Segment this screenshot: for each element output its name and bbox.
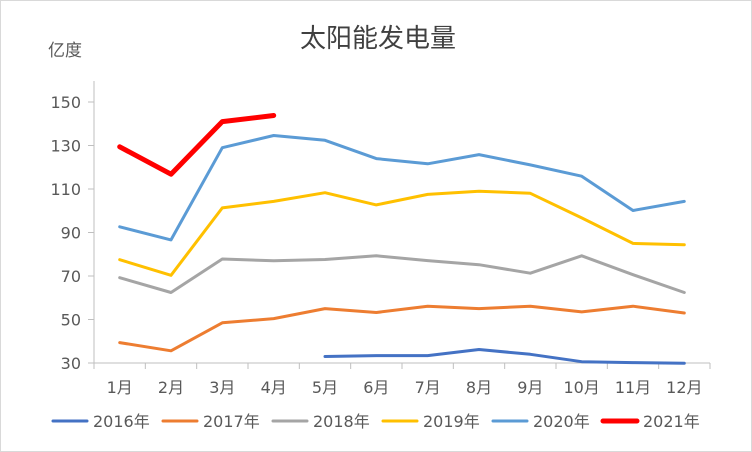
chart-title: 太阳能发电量	[300, 24, 456, 54]
x-tick-label: 1月	[107, 378, 133, 397]
legend-label: 2017年	[203, 412, 260, 431]
series-line-2016年	[323, 348, 686, 365]
legend-label: 2019年	[423, 412, 480, 431]
y-tick-label: 30	[61, 354, 81, 373]
series-line-2021年	[117, 113, 277, 177]
legend: 2016年 2017年 2018年 2019年 2020年 2021年	[51, 412, 700, 431]
y-axis-unit-label: 亿度	[48, 41, 82, 61]
x-tick-label: 12月	[666, 378, 702, 397]
x-tick-label: 10月	[563, 378, 599, 397]
x-tick-label: 8月	[466, 378, 492, 397]
series-line-2018年	[118, 254, 686, 294]
x-tick-label: 4月	[261, 378, 287, 397]
axes	[93, 81, 710, 364]
y-tick-label: 90	[61, 224, 81, 243]
series-lines	[117, 113, 686, 365]
y-tick-label: 50	[61, 311, 81, 330]
x-axis-ticks: 1月 2月 3月 4月 5月 6月 7月 8月 9月 10月 11月 12月	[93, 363, 711, 397]
y-tick-label: 70	[61, 267, 81, 286]
series-line-2019年	[118, 189, 686, 277]
x-tick-label: 3月	[209, 378, 235, 397]
x-tick-label: 2月	[158, 378, 184, 397]
legend-label: 2018年	[313, 412, 370, 431]
y-axis-ticks: 30 50 70 90 110 130 150	[50, 93, 94, 373]
legend-label: 2016年	[93, 412, 150, 431]
series-line-2017年	[118, 304, 686, 353]
x-tick-label: 11月	[615, 378, 651, 397]
y-tick-label: 150	[50, 93, 81, 112]
y-tick-label: 130	[50, 137, 81, 156]
x-tick-label: 6月	[363, 378, 389, 397]
legend-label: 2020年	[533, 412, 590, 431]
x-tick-label: 9月	[517, 378, 543, 397]
y-tick-label: 110	[50, 180, 81, 199]
series-line-2020年	[118, 134, 686, 242]
x-tick-label: 7月	[415, 378, 441, 397]
x-tick-label: 5月	[312, 378, 338, 397]
legend-label: 2021年	[643, 412, 700, 431]
